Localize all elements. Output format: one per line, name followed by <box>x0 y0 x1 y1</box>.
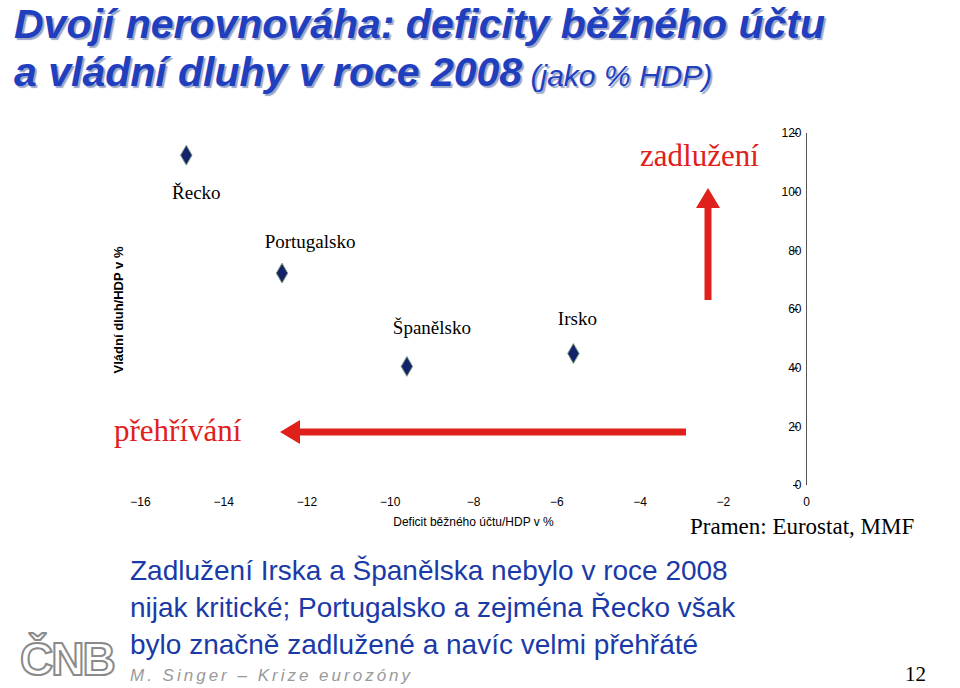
html-text:přehřívání: přehřívání <box>114 413 242 448</box>
html-text:ČNB: ČNB <box>20 633 114 685</box>
svg-text:60: 60 <box>788 302 802 316</box>
html-text:a vládní dluhy v roce 2008(jak: a vládní dluhy v roce 2008(jako % HDP) <box>14 49 713 95</box>
svg-text:0: 0 <box>803 495 810 509</box>
svg-text:120: 120 <box>781 126 801 140</box>
html-text:12: 12 <box>905 662 926 686</box>
html-text:zadlužení: zadlužení <box>640 138 759 173</box>
svg-text:Španělsko: Španělsko <box>393 316 471 337</box>
svg-text:−16: −16 <box>130 495 151 509</box>
svg-text:Portugalsko: Portugalsko <box>265 231 356 252</box>
html-text:M. Singer – Krize eurozóny: M. Singer – Krize eurozóny <box>130 666 413 685</box>
html-text:bylo značně zadlužené a navíc: bylo značně zadlužené a navíc velmi přeh… <box>130 629 699 660</box>
html-text:Vládní dluh/HDP v %: Vládní dluh/HDP v % <box>110 246 126 374</box>
html-text:Pramen: Eurostat, MMF: Pramen: Eurostat, MMF <box>690 514 915 539</box>
svg-text:−12: −12 <box>297 495 318 509</box>
svg-text:0: 0 <box>795 478 802 492</box>
svg-text:80: 80 <box>788 244 802 258</box>
html-text:nijak kritické; Portugalsko a: nijak kritické; Portugalsko a zejména Ře… <box>130 592 736 623</box>
svg-text:−2: −2 <box>716 495 730 509</box>
svg-text:Řecko: Řecko <box>172 182 221 203</box>
svg-text:−4: −4 <box>633 495 647 509</box>
svg-text:40: 40 <box>788 361 802 375</box>
svg-text:20: 20 <box>788 420 802 434</box>
svg-text:Deficit běžného účtu/HDP v %: Deficit běžného účtu/HDP v % <box>393 515 554 529</box>
svg-text:−8: −8 <box>467 495 481 509</box>
svg-text:−6: −6 <box>550 495 564 509</box>
svg-text:−10: −10 <box>380 495 401 509</box>
svg-text:Irsko: Irsko <box>558 308 597 329</box>
svg-text:100: 100 <box>781 185 801 199</box>
html-text:Dvojí nerovnováha: deficity bě: Dvojí nerovnováha: deficity běžného účtu <box>14 1 825 47</box>
html-text:Zadlužení Irska a Španělska ne: Zadlužení Irska a Španělska nebylo v roc… <box>130 555 728 586</box>
svg-text:−14: −14 <box>214 495 235 509</box>
